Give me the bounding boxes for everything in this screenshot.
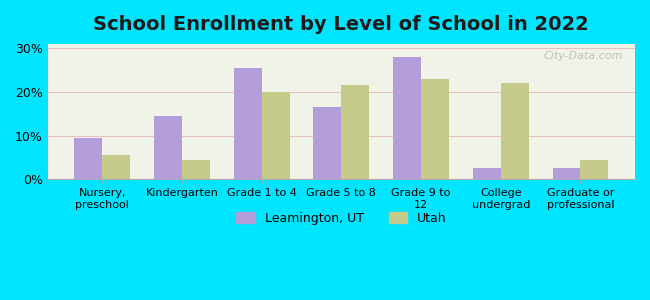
- Bar: [75, 138, 102, 179]
- Bar: [313, 107, 341, 179]
- Title: School Enrollment by Level of School in 2022: School Enrollment by Level of School in …: [94, 15, 590, 34]
- Bar: [500, 83, 528, 179]
- Text: City-Data.com: City-Data.com: [544, 51, 623, 61]
- Bar: [341, 85, 369, 179]
- Legend: Leamington, UT, Utah: Leamington, UT, Utah: [231, 207, 452, 230]
- Bar: [473, 168, 501, 179]
- Bar: [262, 92, 289, 179]
- Bar: [102, 155, 130, 179]
- Bar: [421, 79, 449, 179]
- Bar: [552, 168, 580, 179]
- Bar: [580, 160, 608, 179]
- Bar: [393, 57, 421, 179]
- Bar: [234, 68, 262, 179]
- Bar: [182, 160, 210, 179]
- Bar: [154, 116, 182, 179]
